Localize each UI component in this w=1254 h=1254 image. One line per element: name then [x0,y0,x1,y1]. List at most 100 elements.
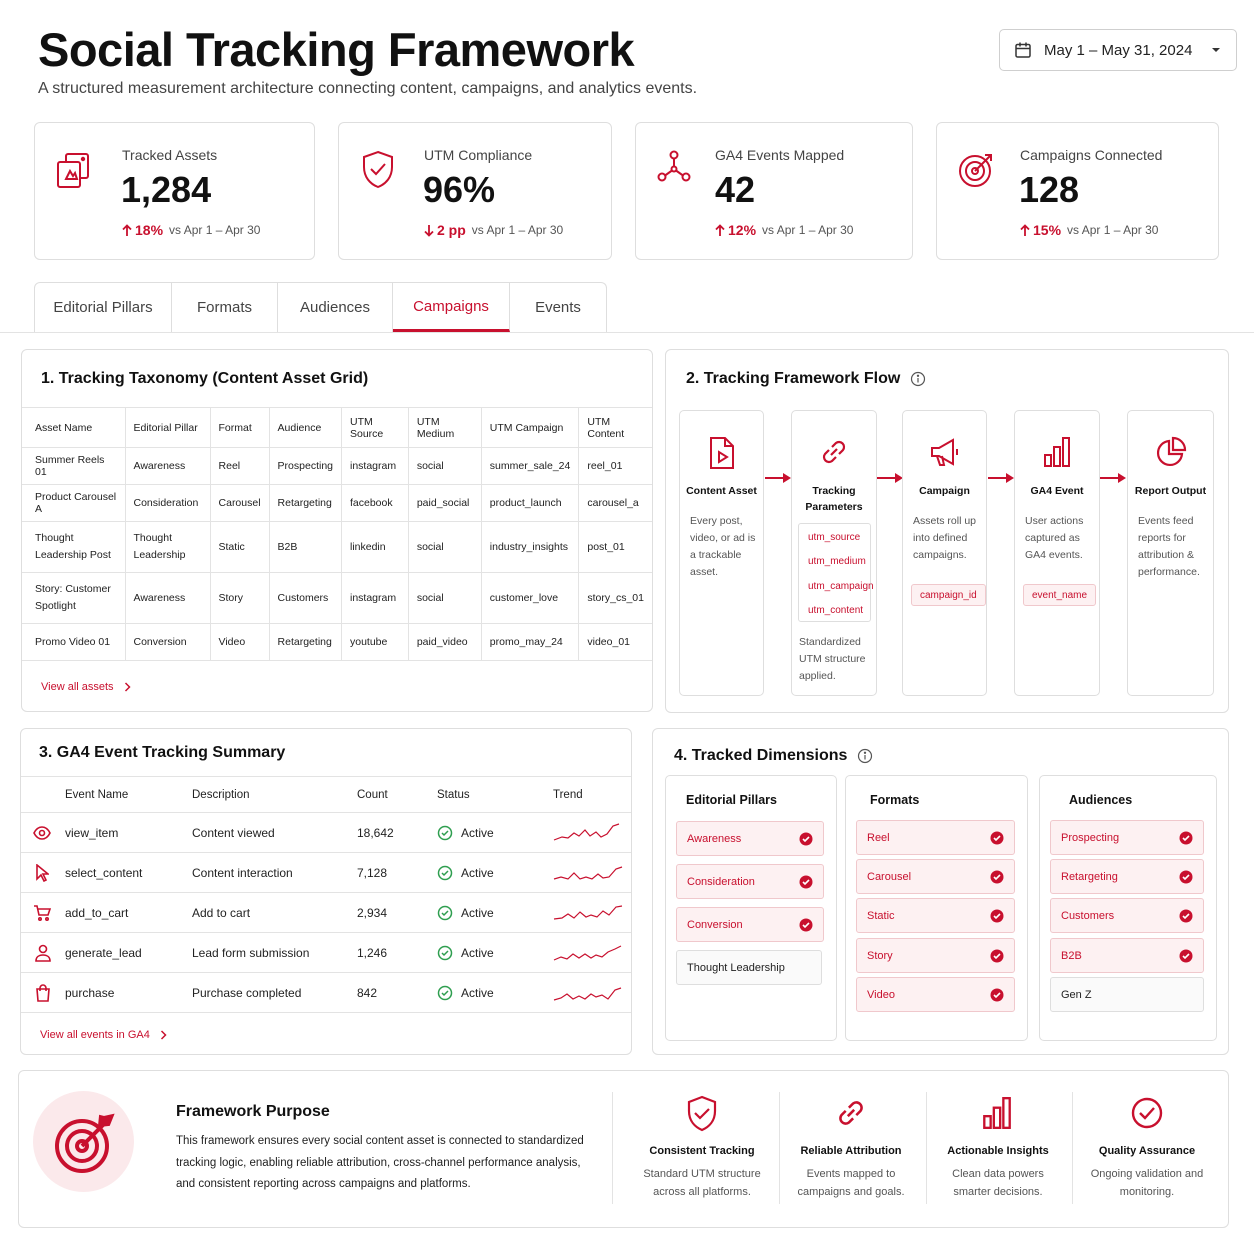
check-badge-icon [990,909,1004,923]
cell: Video [210,623,270,661]
kpi-delta-value: 18% [135,222,164,238]
cell: youtube [341,623,409,661]
info-icon[interactable] [910,371,926,387]
tab-formats[interactable]: Formats [172,283,278,332]
event-description: Purchase completed [192,972,357,1013]
feature-desc: Ongoing validation and monitoring. [1090,1168,1204,1198]
cell: linkedin [341,521,409,573]
campaign-id-chip: campaign_id [911,584,986,606]
event-name: select_content [65,852,192,893]
dimension-pill[interactable]: Reel [856,820,1015,855]
flow-step-desc: User actions captured as GA4 events. [1025,515,1084,561]
dimension-pill[interactable]: Thought Leadership [676,950,822,985]
arrow-right-icon [1100,472,1127,484]
dimension-pill[interactable]: Customers [1050,898,1204,933]
table-row[interactable]: Thought Leadership Post Thought Leadershi… [22,521,652,573]
dimension-group-editorial-pillars: Editorial Pillars Awareness Consideratio… [665,775,837,1041]
tab-campaigns[interactable]: Campaigns [393,283,510,332]
cell: Thought Leadership Post [22,521,126,573]
check-badge-icon [990,949,1004,963]
event-count: 2,934 [357,892,437,933]
column-header: UTM Medium [408,407,482,448]
event-count: 1,246 [357,932,437,973]
page-title: Social Tracking Framework [38,23,635,76]
table-row[interactable]: purchase Purchase completed 842 Active [21,972,631,1013]
date-range-label: May 1 – May 31, 2024 [1044,41,1193,59]
check-circle-icon [437,825,453,841]
table-row[interactable]: view_item Content viewed 18,642 Active [21,812,631,853]
arrow-up-icon [715,223,725,237]
kpi-card-utm-compliance: UTM Compliance 96% 2 pp vs Apr 1 – Apr 3… [338,122,612,260]
purpose-title: Framework Purpose [176,1103,330,1120]
pill-label: B2B [1061,949,1082,962]
cell: Story [210,572,270,624]
cell: Awareness [125,572,211,624]
calendar-icon [1014,41,1032,59]
cell: Promo Video 01 [22,623,126,661]
kpi-delta-value: 12% [728,222,757,238]
view-all-events-link[interactable]: View all events in GA4 [40,1029,167,1041]
table-row[interactable]: select_content Content interaction 7,128… [21,852,631,893]
dimension-pill[interactable]: Consideration [676,864,824,899]
pill-label: Story [867,949,893,962]
dimension-group-title: Audiences [1069,793,1133,807]
cell: story_cs_01 [578,572,652,624]
flow-title: 2. Tracking Framework Flow [686,370,926,388]
pill-label: Awareness [687,832,742,845]
arrow-right-icon [988,472,1015,484]
kpi-value: 96% [423,169,496,210]
flow-step-report-output: Report Output Events feed reports for at… [1127,410,1214,696]
dimension-pill[interactable]: Retargeting [1050,859,1204,894]
status-label: Active [461,905,494,920]
check-badge-icon [799,832,813,846]
user-icon [35,944,65,962]
kpi-delta: 18% vs Apr 1 – Apr 30 [122,222,260,238]
flow-step-title: Content Asset [686,485,757,497]
column-header: UTM Content [578,407,652,448]
table-row[interactable]: Product Carousel A Consideration Carousel R… [22,484,652,522]
bar-chart-icon [1042,435,1072,469]
cell: product_launch [481,484,580,522]
cell: Awareness [125,447,211,485]
info-icon[interactable] [857,748,873,764]
table-row[interactable]: Summer Reels 01 Awareness Reel Prospecting i… [22,447,652,485]
dimension-pill[interactable]: Static [856,898,1015,933]
dimension-pill[interactable]: Video [856,977,1015,1012]
dimension-pill[interactable]: Awareness [676,821,824,856]
dimension-pill[interactable]: B2B [1050,938,1204,973]
table-row[interactable]: generate_lead Lead form submission 1,246… [21,932,631,973]
file-play-icon [708,435,736,471]
cell: Reel [210,447,270,485]
date-range-picker[interactable]: May 1 – May 31, 2024 [999,29,1237,71]
utm-param: utm_medium [808,556,866,568]
table-row[interactable]: add_to_cart Add to cart 2,934 Active [21,892,631,933]
cell: Consideration [125,484,211,522]
dimensions-title: 4. Tracked Dimensions [674,747,873,765]
status-badge: Active [437,905,553,921]
event-name: generate_lead [65,932,192,973]
tab-events[interactable]: Events [535,299,581,316]
event-description: Content viewed [192,812,357,853]
target-icon [52,1110,118,1176]
dimension-pill[interactable]: Prospecting [1050,820,1204,855]
dimension-pill[interactable]: Gen Z [1050,977,1204,1012]
dimension-pill[interactable]: Conversion [676,907,824,942]
cell: reel_01 [578,447,652,485]
dimension-pill[interactable]: Story [856,938,1015,973]
flow-step-title: Report Output [1134,485,1207,497]
tab-audiences[interactable]: Audiences [278,283,393,332]
table-row[interactable]: Story: Customer Spotlight Awareness Story C… [22,572,652,624]
view-all-assets-link[interactable]: View all assets [41,681,131,693]
flow-step-title: Tracking Parameters [805,485,863,513]
feature-title: Actionable Insights [947,1145,1049,1157]
cell: industry_insights [481,521,580,573]
table-row[interactable]: Promo Video 01 Conversion Video Retargeting… [22,623,652,661]
flow-step-tracking-parameters: Tracking Parameters utm_source utm_mediu… [791,410,877,696]
check-badge-icon [1179,831,1193,845]
check-badge-icon [1179,909,1193,923]
flow-step-desc: Every post, video, or ad is a trackable … [690,515,756,578]
dimension-pill[interactable]: Carousel [856,859,1015,894]
utm-param: utm_campaign [808,580,874,592]
tab-editorial-pillars[interactable]: Editorial Pillars [35,283,172,332]
chevron-right-icon [160,1030,167,1040]
